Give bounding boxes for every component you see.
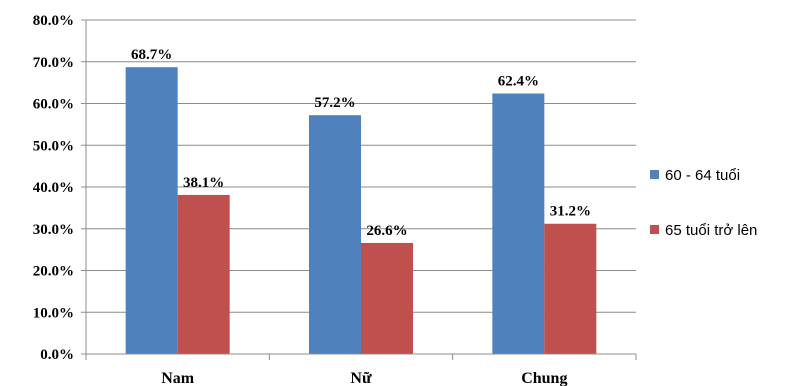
data-label: 26.6% xyxy=(366,223,407,239)
y-tick-label: 80.0% xyxy=(33,13,74,29)
legend: 60 - 64 tuổi 65 tuổi trở lên xyxy=(650,167,757,239)
y-tick-label: 30.0% xyxy=(33,222,74,238)
y-tick-label: 60.0% xyxy=(33,97,74,113)
legend-swatch xyxy=(650,170,659,179)
y-tick-label: 20.0% xyxy=(33,264,74,280)
bar-age-60-64-0 xyxy=(125,67,178,355)
data-labels: 68.7% 38.1% 57.2% 26.6% 62.4% 31.2% xyxy=(131,47,591,239)
y-tick-label: 0.0% xyxy=(40,347,74,363)
y-tick-label: 50.0% xyxy=(33,138,74,154)
data-label: 57.2% xyxy=(314,95,355,111)
data-label: 38.1% xyxy=(183,175,224,191)
x-category-label: Nữ xyxy=(350,370,372,386)
data-label: 62.4% xyxy=(498,73,539,89)
bar-age-60-64-1 xyxy=(309,115,361,354)
data-label: 68.7% xyxy=(131,47,172,63)
legend-swatch xyxy=(650,225,659,234)
bar-age-65-plus-0 xyxy=(177,194,230,354)
legend-label: 60 - 64 tuổi xyxy=(665,167,740,184)
axes xyxy=(85,20,637,360)
x-axis-categories: Nam Nữ Chung xyxy=(161,370,567,386)
y-axis-ticks: 0.0% 10.0% 20.0% 30.0% 40.0% 50.0% 60.0% 70.0% 8… xyxy=(33,13,86,363)
bar-age-60-64-2 xyxy=(492,93,545,354)
y-tick-label: 10.0% xyxy=(33,305,74,321)
y-tick-label: 40.0% xyxy=(33,180,74,196)
bar-age-65-plus-2 xyxy=(544,223,597,354)
bars xyxy=(125,67,597,355)
y-tick-label: 70.0% xyxy=(33,55,74,71)
bar-age-65-plus-1 xyxy=(361,242,413,354)
x-category-label: Chung xyxy=(521,370,567,386)
legend-label: 65 tuổi trở lên xyxy=(665,222,757,239)
data-label: 31.2% xyxy=(550,204,591,220)
x-category-label: Nam xyxy=(161,370,195,386)
